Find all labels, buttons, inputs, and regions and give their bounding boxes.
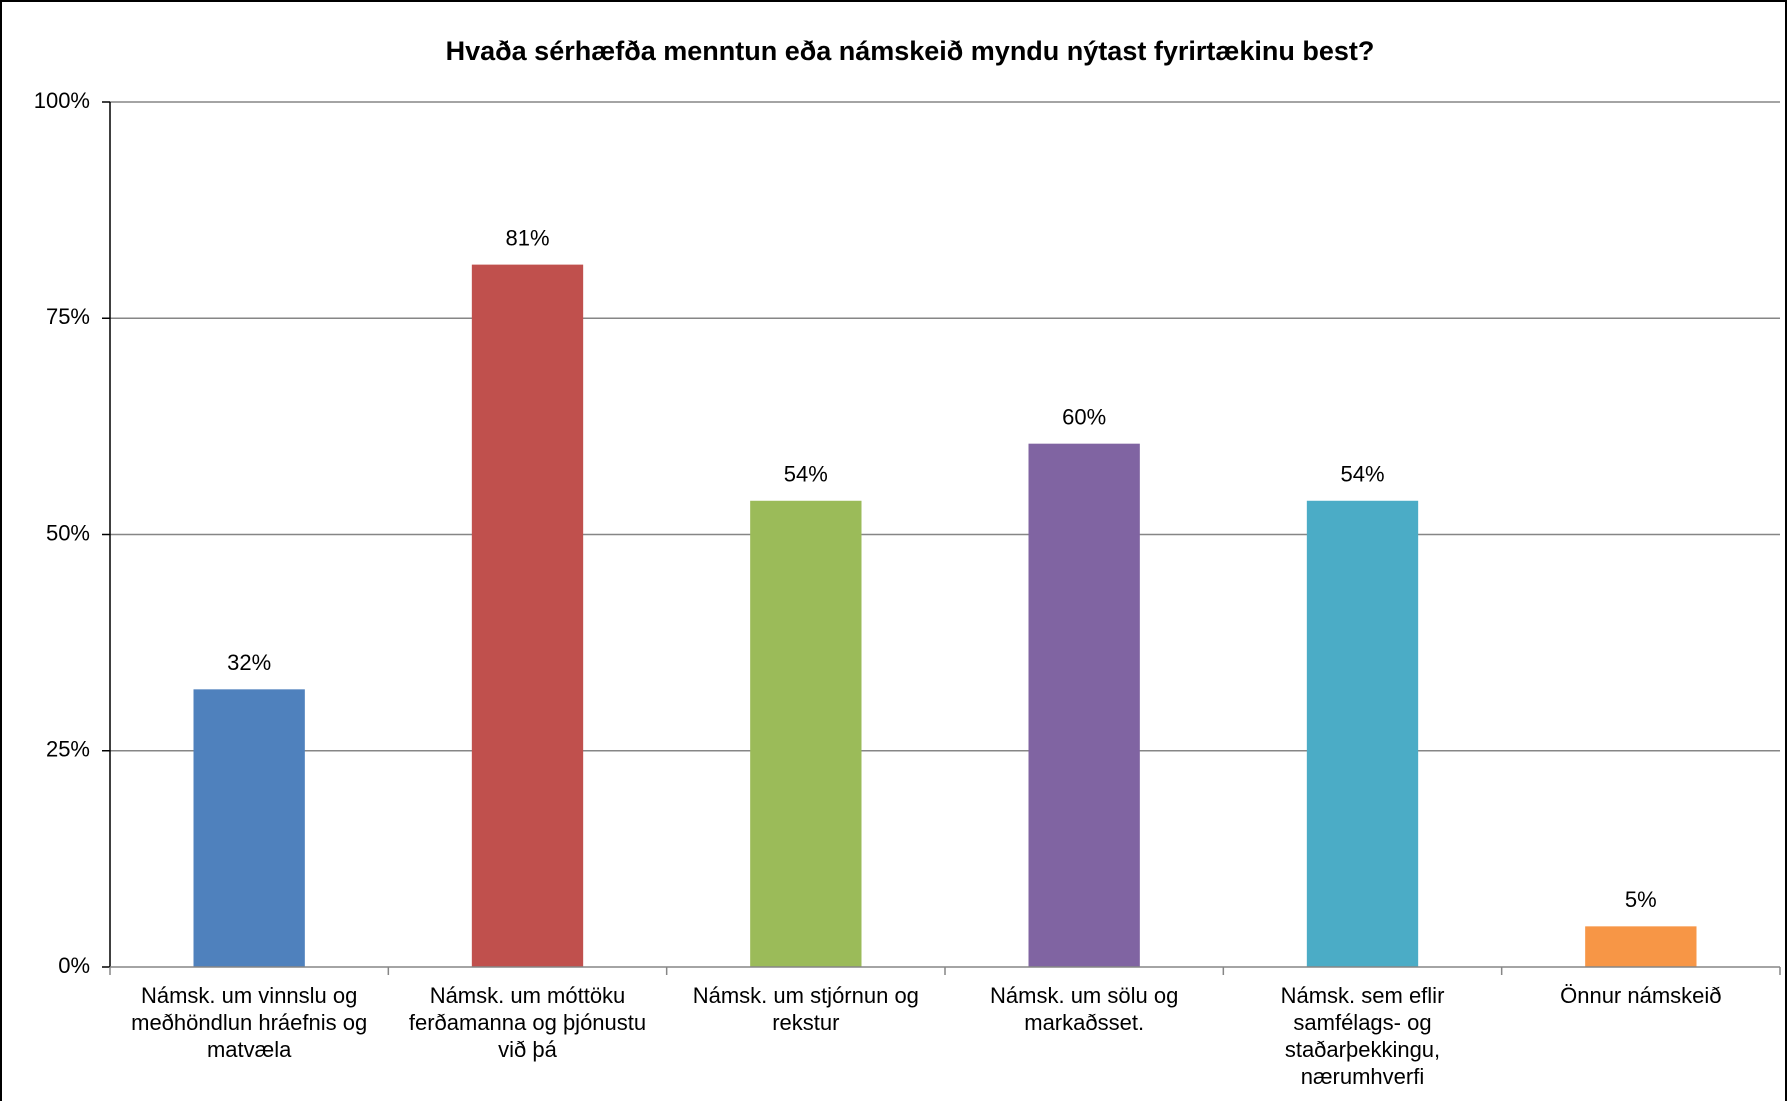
y-tick-label: 0% <box>58 953 90 978</box>
x-tick-label: Önnur námskeið <box>1560 983 1722 1008</box>
bar <box>193 689 305 967</box>
data-label: 54% <box>1340 462 1384 487</box>
x-tick-label: Námsk. um móttöku ferðamanna og þjónustu… <box>408 983 647 1062</box>
data-label: 60% <box>1062 404 1106 429</box>
bar <box>750 500 862 967</box>
data-label: 81% <box>505 225 549 250</box>
y-tick-label: 25% <box>46 737 90 762</box>
x-tick-label: Námsk. sem eflir samfélags- og staðarþek… <box>1280 983 1445 1089</box>
y-tick-label: 100% <box>34 88 90 113</box>
x-tick-label: Námsk. um sölu og markaðsset. <box>990 983 1179 1035</box>
bar <box>1585 926 1697 967</box>
data-label: 32% <box>227 650 271 675</box>
y-tick-label: 50% <box>46 520 90 545</box>
x-tick-label: Námsk. um stjórnun og rekstur <box>692 983 919 1035</box>
chart-title: Hvaða sérhæfða menntun eða námskeið mynd… <box>446 36 1375 66</box>
bar <box>471 264 584 967</box>
y-tick-label: 75% <box>46 304 90 329</box>
x-tick-label: Námsk. um vinnslu og meðhöndlun hráefnis… <box>131 983 368 1062</box>
data-label: 54% <box>784 462 828 487</box>
bar <box>1306 500 1419 967</box>
bar <box>1028 443 1140 967</box>
data-label: 5% <box>1625 887 1657 912</box>
